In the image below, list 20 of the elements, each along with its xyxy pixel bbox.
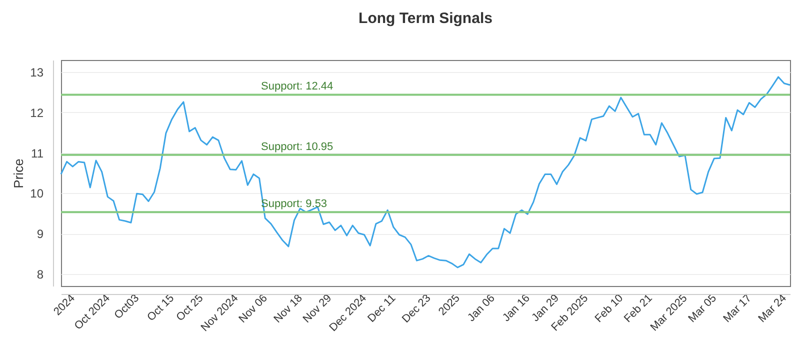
y-tick-label: 9	[36, 227, 44, 242]
y-tick-label: 11	[31, 146, 44, 160]
y-tick-label: 12	[30, 106, 44, 120]
x-tick-label: Mar 05	[686, 292, 719, 325]
x-tick-label: Oct 15	[145, 292, 177, 324]
y-tick-label: 13	[30, 66, 44, 80]
x-tick-label: Mar 24	[756, 292, 789, 325]
y-axis-title: Price	[11, 158, 26, 188]
x-tick-label: Jan 06	[465, 292, 498, 324]
x-tick-label: Feb 21	[622, 292, 655, 325]
line-series	[60, 76, 791, 268]
y-tick-label: 8	[36, 267, 44, 282]
chart-title: Long Term Signals	[358, 10, 492, 27]
y-tick-label: 10	[30, 186, 44, 201]
ref-line-label: Support: 12.44	[261, 80, 334, 93]
x-tick-label: Dec 11	[366, 292, 398, 325]
ref-line-label: Support: 10.95	[261, 140, 334, 153]
x-tick-label: Dec 23	[400, 292, 434, 326]
x-tick-label: Nov 06	[236, 292, 270, 326]
x-tick-label: Jan 16	[500, 292, 532, 324]
